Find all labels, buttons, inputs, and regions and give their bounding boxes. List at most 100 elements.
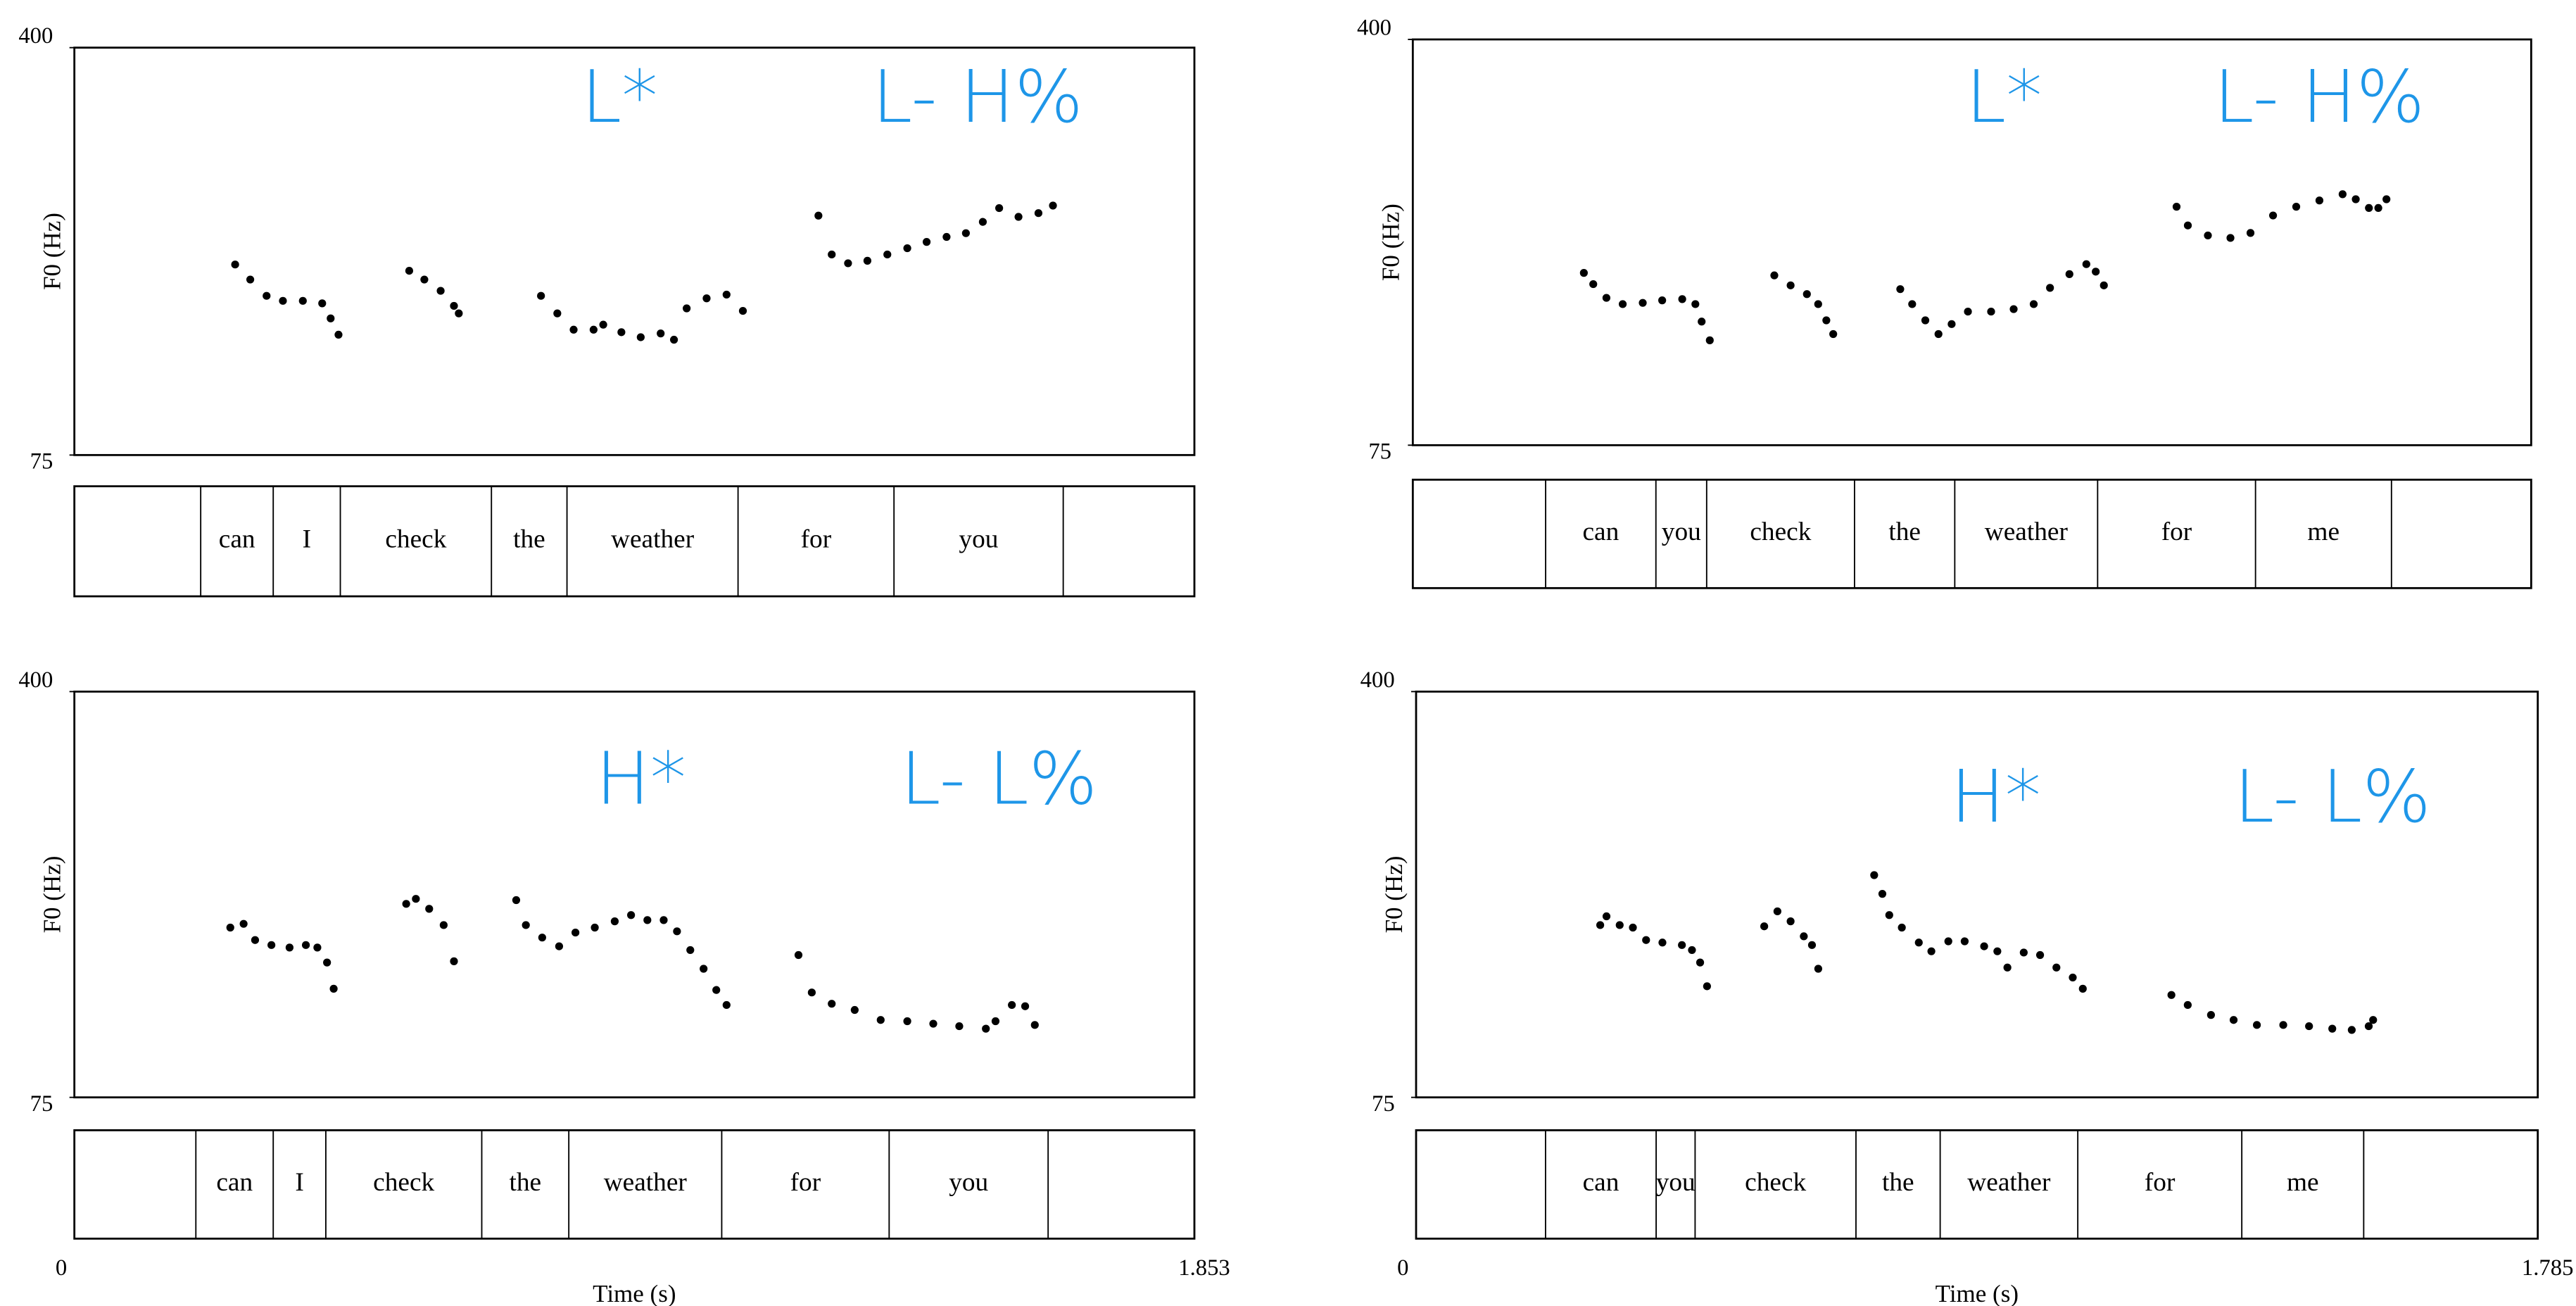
y-tick-label: 400	[1357, 15, 1391, 41]
pitch-point	[2052, 963, 2061, 972]
pitch-point	[673, 927, 681, 936]
word-label: you	[1656, 1168, 1696, 1197]
pitch-point	[617, 328, 626, 337]
word-label: can	[1583, 1168, 1620, 1197]
x-axis-label: Time (s)	[593, 1280, 676, 1306]
word-label: can	[219, 525, 255, 553]
pitch-point	[555, 942, 564, 950]
pitch-point	[2305, 1022, 2313, 1031]
pitch-point	[1602, 912, 1611, 921]
tier-frame	[1411, 478, 2532, 589]
pitch-point	[1698, 318, 1706, 326]
pitch-point	[942, 232, 951, 241]
pitch-point	[572, 928, 580, 937]
pitch-point	[722, 290, 731, 299]
pitch-point	[1898, 923, 1906, 932]
pitch-point	[323, 958, 332, 967]
y-tick-label: 75	[30, 449, 53, 475]
pitch-point	[1596, 921, 1605, 929]
pitch-point	[412, 895, 420, 903]
word-label: I	[295, 1168, 303, 1197]
pitch-point	[2167, 991, 2176, 999]
pitch-point	[1030, 1021, 1039, 1029]
pitch-point	[1814, 300, 1822, 308]
word-label: the	[1888, 517, 1921, 546]
pitch-point	[1921, 316, 1930, 325]
pitch-point	[512, 896, 521, 905]
pitch-point	[2035, 950, 2045, 960]
pitch-point	[313, 943, 322, 952]
word-label: for	[801, 525, 832, 553]
word-label: me	[2287, 1168, 2319, 1197]
y-axis-label: F0 (Hz)	[1380, 856, 1408, 934]
pitch-point	[922, 238, 931, 246]
pitch-point	[627, 911, 636, 919]
y-axis-label: F0 (Hz)	[39, 856, 66, 934]
word-label: the	[1882, 1168, 1914, 1197]
pitch-point	[1705, 336, 1714, 344]
pitch-point	[2369, 1016, 2378, 1024]
y-tick-label: 75	[1372, 1091, 1395, 1117]
pitch-point	[420, 275, 429, 284]
pitch-point	[439, 921, 448, 929]
pitch-point	[1589, 280, 1598, 289]
pitch-point	[522, 921, 530, 929]
pitch-point	[2226, 234, 2235, 242]
pitch-point	[1964, 307, 1972, 316]
pitch-point	[686, 946, 695, 955]
pitch-point	[1927, 947, 1936, 955]
pitch-point	[657, 329, 665, 338]
annotation: L*	[581, 56, 658, 139]
pitch-point	[844, 259, 852, 268]
pitch-point	[591, 923, 599, 932]
pitch-point	[1814, 965, 1822, 973]
pitch-point	[991, 1017, 1000, 1026]
pitch-point	[251, 936, 260, 944]
pitch-point	[1822, 316, 1831, 325]
word-label: for	[790, 1168, 821, 1197]
pitch-point	[1678, 941, 1686, 949]
pitch-point	[425, 905, 434, 913]
pitch-point	[1987, 307, 1995, 316]
pitch-point	[722, 1000, 731, 1010]
pitch-point	[1908, 300, 1917, 308]
pitch-point	[1802, 290, 1811, 299]
pitch-point	[450, 301, 458, 310]
annotation: H*	[595, 737, 686, 821]
pitch-point	[828, 250, 836, 259]
pitch-point	[2046, 284, 2054, 292]
pitch-point	[2268, 211, 2278, 220]
pitch-point	[700, 965, 708, 973]
pitch-point	[982, 1024, 990, 1033]
word-label: for	[2161, 517, 2192, 546]
pitch-point	[1678, 295, 1686, 303]
pitch-point	[1008, 1000, 1016, 1010]
pitch-point	[2100, 281, 2108, 289]
pitch-point	[903, 1017, 911, 1026]
pitch-point	[2065, 270, 2073, 278]
pitch-point	[659, 916, 668, 924]
pitch-point	[903, 244, 911, 253]
pitch-point	[1703, 982, 1711, 991]
pitch-point	[1629, 923, 1637, 932]
pitch-point	[1615, 921, 1624, 929]
pitch-point	[2009, 305, 2018, 313]
plot-frame	[73, 46, 1196, 456]
word-label: you	[1662, 517, 1701, 546]
pitch-point	[1885, 911, 1893, 919]
pitch-point	[1579, 269, 1588, 277]
pitch-point	[683, 304, 691, 313]
pitch-point	[2069, 973, 2077, 982]
pitch-point	[231, 260, 239, 269]
pitch-point	[267, 941, 276, 949]
pitch-point	[1786, 281, 1795, 289]
word-label: you	[949, 1168, 988, 1197]
pitch-point	[995, 203, 1004, 213]
word-label: I	[303, 525, 311, 553]
pitch-point	[1658, 938, 1667, 947]
pitch-point	[298, 296, 307, 305]
pitch-point	[807, 988, 816, 997]
word-label: weather	[611, 525, 695, 553]
pitch-point	[1914, 938, 1923, 947]
